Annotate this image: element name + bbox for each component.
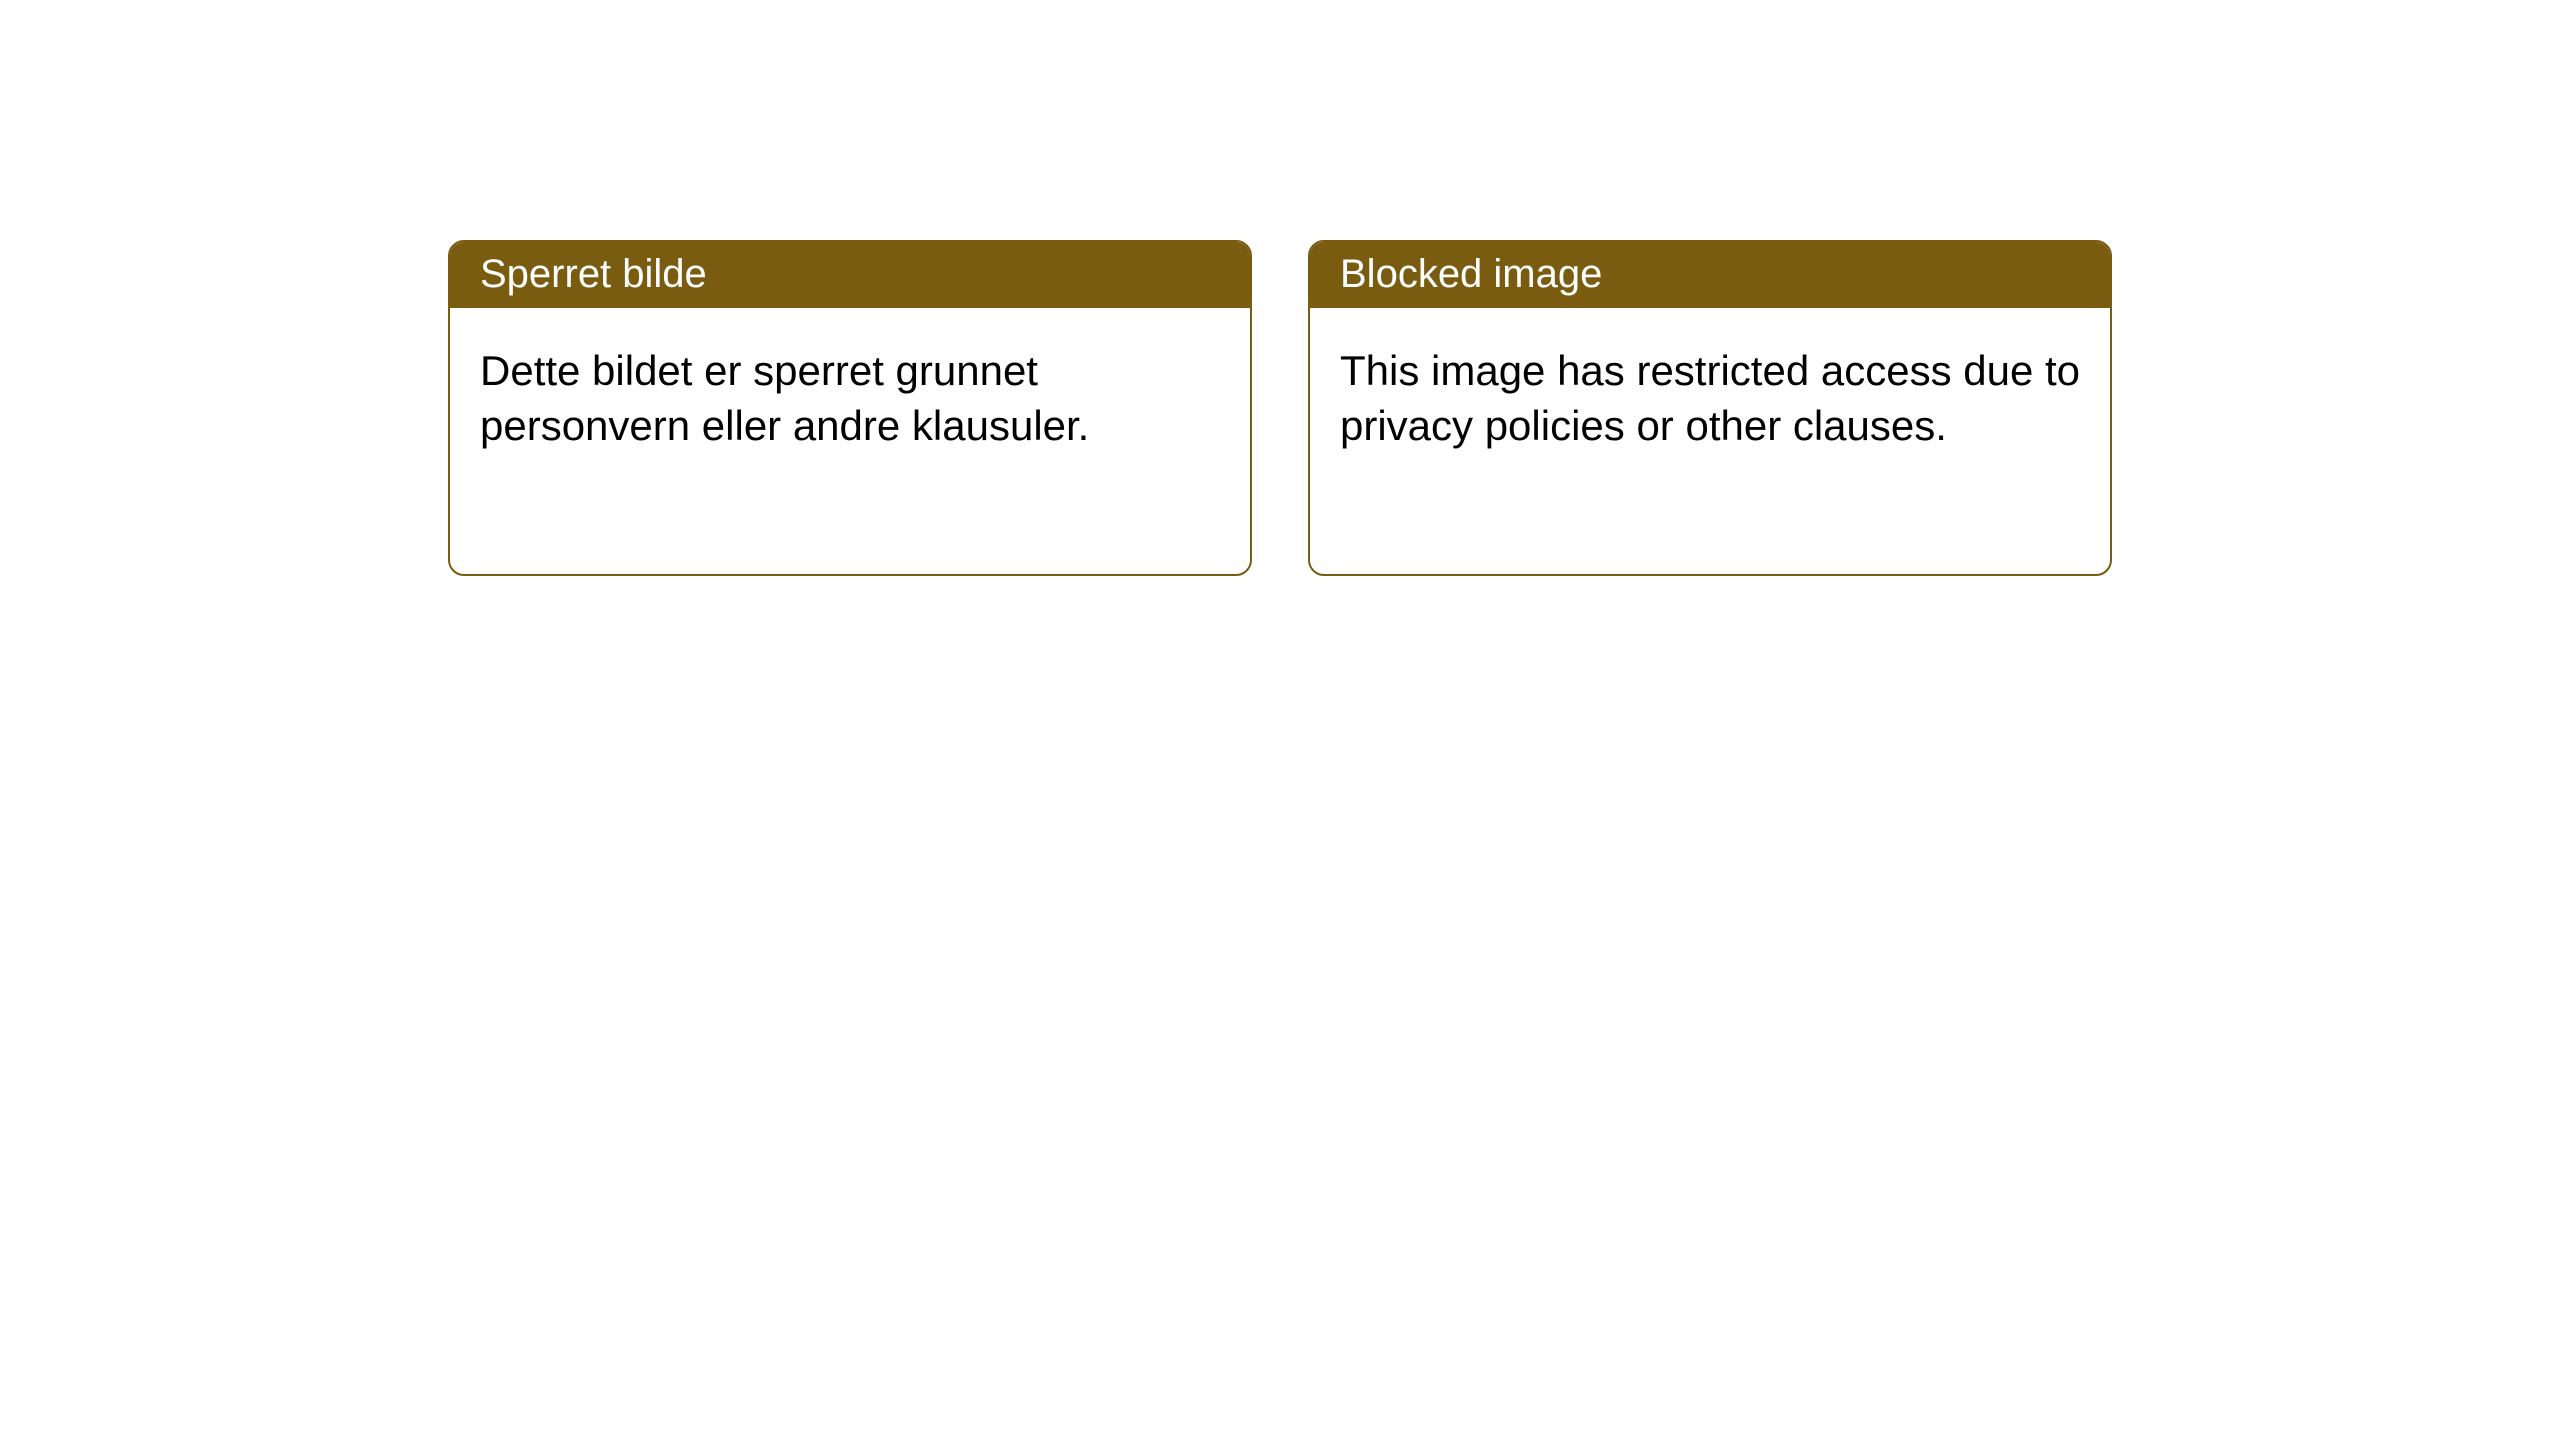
notice-box-english: Blocked image This image has restricted … — [1308, 240, 2112, 576]
notice-header: Sperret bilde — [450, 242, 1250, 308]
notice-body: Dette bildet er sperret grunnet personve… — [450, 308, 1250, 489]
notice-header: Blocked image — [1310, 242, 2110, 308]
notice-container: Sperret bilde Dette bildet er sperret gr… — [0, 0, 2560, 576]
notice-body: This image has restricted access due to … — [1310, 308, 2110, 489]
notice-box-norwegian: Sperret bilde Dette bildet er sperret gr… — [448, 240, 1252, 576]
